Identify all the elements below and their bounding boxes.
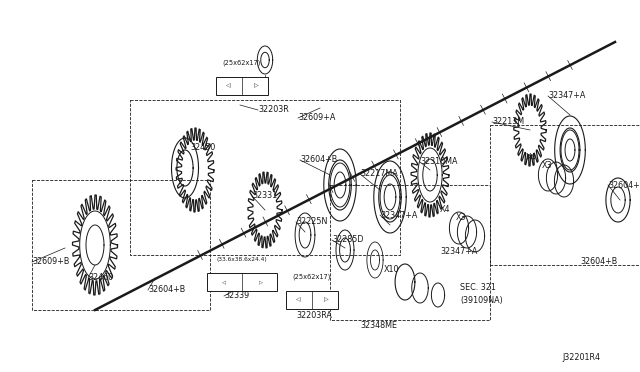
- Text: J32201R4: J32201R4: [562, 353, 600, 362]
- Text: 32285D: 32285D: [332, 235, 364, 244]
- Bar: [207, 273, 277, 291]
- Text: ◁: ◁: [221, 279, 225, 285]
- Text: 32331: 32331: [252, 192, 277, 201]
- Text: X4: X4: [526, 154, 536, 163]
- Text: ▷: ▷: [259, 279, 263, 285]
- Text: 32339: 32339: [224, 292, 249, 301]
- Text: X10: X10: [384, 266, 399, 275]
- Text: 32609+B: 32609+B: [32, 257, 69, 266]
- Text: X3: X3: [456, 214, 467, 222]
- Text: 32217MA: 32217MA: [360, 170, 397, 179]
- Text: 32203R: 32203R: [258, 106, 289, 115]
- Text: ◁: ◁: [296, 298, 300, 302]
- Bar: [216, 77, 268, 95]
- Text: 32604+B: 32604+B: [608, 180, 640, 189]
- Text: 32347+A: 32347+A: [440, 247, 477, 257]
- Text: 32347+A: 32347+A: [548, 92, 586, 100]
- Text: X4: X4: [440, 205, 451, 215]
- Text: 32604+B: 32604+B: [148, 285, 185, 295]
- Text: X3: X3: [542, 161, 552, 170]
- Text: 32225N: 32225N: [296, 218, 328, 227]
- Bar: [286, 291, 338, 309]
- Text: 32347+A: 32347+A: [380, 211, 417, 219]
- Text: (25x62x17): (25x62x17): [223, 60, 261, 66]
- Text: 32609+A: 32609+A: [298, 113, 335, 122]
- Text: 32203RA: 32203RA: [296, 311, 332, 321]
- Text: 32450: 32450: [190, 144, 215, 153]
- Text: (25x62x17): (25x62x17): [293, 273, 331, 280]
- Text: 32310MA: 32310MA: [420, 157, 458, 167]
- Text: (33.6x38.6x24.4): (33.6x38.6x24.4): [216, 257, 268, 262]
- Text: ◁: ◁: [226, 83, 230, 89]
- Text: SEC. 321: SEC. 321: [460, 283, 496, 292]
- Text: 32348ME: 32348ME: [360, 321, 397, 330]
- Text: 32604+B: 32604+B: [580, 257, 617, 266]
- Text: (39109NA): (39109NA): [460, 295, 503, 305]
- Text: 32213M: 32213M: [492, 118, 524, 126]
- Text: 32604+B: 32604+B: [300, 155, 337, 164]
- Text: 32460: 32460: [88, 273, 113, 282]
- Text: ▷: ▷: [253, 83, 259, 89]
- Text: ▷: ▷: [324, 298, 328, 302]
